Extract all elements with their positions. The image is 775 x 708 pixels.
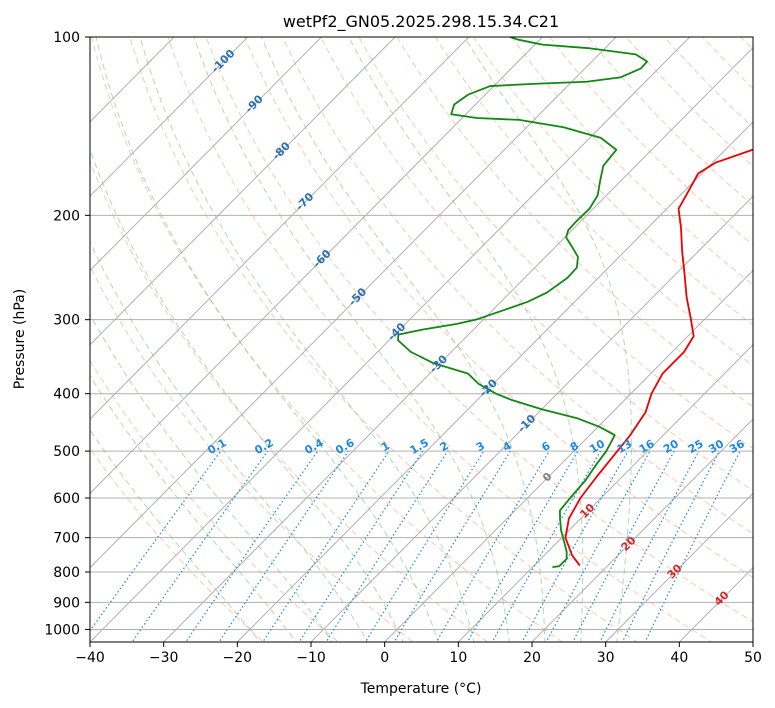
mixing-ratio-line [298,450,424,642]
mixing-ratio-line [521,450,629,642]
chart-title: wetPf2_GN05.2025.298.15.34.C21 [283,12,559,32]
dry-adiabat-line [90,265,414,642]
mixing-ratio-line [325,450,449,642]
x-axis-label: Temperature (°C) [360,681,482,697]
x-tick-label: −10 [296,650,326,666]
x-tick-label: 20 [523,650,541,666]
plot-frame [89,36,754,643]
mixing-ratio-line [364,450,485,642]
dry-adiabat-line [320,37,753,492]
y-tick-label: 1000 [44,622,80,638]
dry-adiabat-line [243,37,753,578]
y-tick-label: 200 [53,208,80,224]
dry-adiabat-line [90,159,489,642]
isotherm-line [163,46,753,642]
dry-adiabat-line [282,37,753,535]
y-tick-label: 600 [53,491,80,507]
isotherm-line [310,195,753,642]
dry-adiabat-line [129,37,638,642]
y-tick-label: 400 [53,387,80,403]
isotherm-line [605,492,753,642]
mixing-ratio-line [218,450,349,642]
moist-adiabat-line [90,240,369,642]
moist-adiabat-line [90,374,297,642]
background-lines [90,37,753,642]
dewpoint-line [397,37,648,569]
moist-adiabat-line [90,429,261,642]
moist-adiabat-line [348,37,584,642]
y-tick-label: 700 [53,531,80,547]
mixing-ratio-line [262,450,390,642]
mixing-ratio-line [466,450,579,642]
mixing-ratio-line [435,450,550,642]
moist-adiabat-line [90,313,333,642]
y-tick-label: 900 [53,595,80,611]
moist-adiabat-line [95,37,439,642]
isotherm-line [90,37,691,642]
x-tick-label: −20 [223,650,253,666]
mixing-ratio-line [545,450,651,642]
x-tick-label: 50 [744,650,762,666]
profile-lines [397,37,753,569]
mixing-ratio-line [393,450,511,642]
isotherm-line [236,121,753,642]
axis-ticks: −40 −30 −20 −10 0 10 20 30 40 50 100 200 300 400 500 60… [44,30,762,666]
y-axis-label: Pressure (hPa) [12,289,28,389]
dry-adiabat-line [358,37,753,450]
isotherm-line [90,37,396,346]
mixing-ratio-line [572,450,675,642]
mixing-ratio-line [90,450,222,632]
x-tick-label: 0 [380,650,389,666]
x-tick-label: −30 [149,650,179,666]
mixing-ratio-line [185,450,319,642]
dry-adiabat-line [167,37,713,642]
isotherm-line [531,418,753,642]
dry-adiabat-line [205,37,753,623]
x-tick-label: −40 [75,650,105,666]
x-tick-label: 30 [597,650,615,666]
moist-adiabat-line [261,37,546,642]
x-tick-label: 40 [670,650,688,666]
isotherm-line [90,37,470,420]
y-tick-label: 100 [53,30,80,46]
mixing-ratio-line [131,450,269,642]
isotherm-line [90,37,544,495]
moist-adiabat-line [139,37,475,642]
moist-adiabat-line [90,148,404,642]
y-tick-label: 500 [53,444,80,460]
moist-adiabat-line [193,37,510,642]
dry-adiabat-line [90,359,339,642]
moist-adiabat-line [463,37,632,642]
dry-adiabat-line [91,37,564,642]
temperature-line [564,148,753,567]
dry-adiabat-line [90,447,265,642]
isotherm-line [384,269,753,642]
isotherm-line [90,37,617,569]
isotherm-line [457,344,753,642]
y-tick-label: 300 [53,313,80,329]
y-tick-label: 800 [53,565,80,581]
x-tick-label: 10 [449,650,467,666]
